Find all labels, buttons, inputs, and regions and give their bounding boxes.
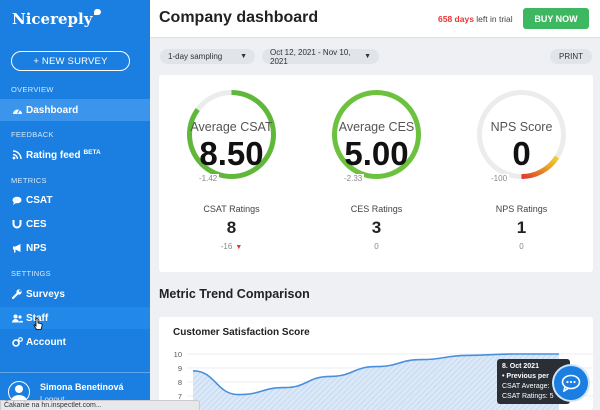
metrics-card: Average CSAT 8.50 -1.42 CSAT Ratings 8 -… (159, 75, 593, 272)
buy-now-button[interactable]: BUY NOW (523, 8, 589, 29)
y-tick-label: 7 (177, 392, 182, 401)
ratings-delta: 0 (519, 242, 524, 251)
wrench-icon (11, 289, 23, 300)
ces-gauge (332, 90, 421, 179)
bullhorn-icon (11, 243, 23, 254)
sidebar-item-csat[interactable]: CSAT (0, 189, 150, 211)
date-range-value: Oct 12, 2021 - Nov 10, 2021 (270, 47, 351, 66)
sidebar-item-label: Account (26, 336, 66, 348)
new-survey-button[interactable]: + NEW SURVEY (11, 51, 130, 71)
browser-status-bar: Čakanie na hn.inspectlet.com... (0, 400, 200, 410)
sidebar-item-staff[interactable]: Staff (0, 307, 150, 329)
y-tick-label: 8 (177, 378, 182, 387)
metric-value: 5.00 (344, 135, 409, 172)
logout-link[interactable]: Logout (40, 395, 64, 404)
sidebar-item-label: Surveys (26, 288, 65, 300)
nps-gauge (477, 90, 566, 180)
chevron-down-icon: ▼ (240, 53, 247, 60)
series-line (192, 353, 559, 396)
chat-button[interactable] (554, 366, 588, 400)
trial-suffix: left in trial (473, 14, 513, 24)
user-name: Simona Benetinová (40, 382, 124, 392)
chevron-down-icon: ▼ (364, 53, 371, 60)
magnet-icon (11, 219, 23, 230)
ratings-value: 3 (371, 218, 382, 237)
section-settings: SETTINGS (11, 269, 51, 278)
sampling-value: 1-day sampling (168, 52, 223, 61)
metric-title: Average CES (338, 120, 415, 134)
triangle-down-icon: ▼ (235, 244, 243, 251)
metric-nps[interactable]: NPS Score 0 -100 NPS Ratings 1 0 (449, 75, 594, 272)
sidebar-item-label: CES (26, 218, 47, 230)
speedometer-icon (11, 105, 23, 116)
metric-title: Average CSAT (190, 120, 273, 134)
rss-icon (11, 150, 23, 161)
csat-gauge (187, 90, 276, 179)
delta-value: -16 (220, 242, 233, 251)
metric-csat[interactable]: Average CSAT 8.50 -1.42 CSAT Ratings 8 -… (159, 75, 304, 272)
metric-value: 0 (512, 135, 531, 172)
gears-icon (11, 337, 23, 348)
page-title: Company dashboard (159, 9, 319, 26)
ratings-value: 1 (516, 218, 527, 237)
metric-min-label: -100 (489, 174, 510, 183)
section-feedback: FEEDBACK (11, 130, 54, 139)
date-range-select[interactable]: Oct 12, 2021 - Nov 10, 2021 ▼ (262, 47, 379, 66)
sidebar-item-label: CSAT (26, 194, 53, 206)
tooltip-line: CSAT Ratings: 5 (502, 393, 554, 400)
section-title: Metric Trend Comparison (159, 287, 310, 301)
logo-text: Nicereply (12, 10, 93, 28)
sidebar-item-label: NPS (26, 242, 47, 254)
top-header: Company dashboard 658 days left in trial… (150, 0, 600, 38)
trial-notice: 658 days left in trial (438, 14, 513, 24)
sampling-select[interactable]: 1-day sampling ▼ (160, 49, 255, 64)
sidebar-item-rating-feed[interactable]: Rating feed BETA (0, 144, 150, 166)
metric-min-label: -2.33 (342, 174, 365, 183)
print-button[interactable]: PRINT (550, 49, 592, 64)
ratings-label: CSAT Ratings (203, 204, 260, 214)
chat-bubble-icon (561, 374, 581, 392)
sidebar-item-ces[interactable]: CES (0, 213, 150, 235)
section-metrics: METRICS (11, 176, 47, 185)
metric-ces[interactable]: Average CES 5.00 -2.33 CES Ratings 3 0 (304, 75, 449, 272)
series-area (193, 354, 559, 410)
ratings-delta: 0 (374, 242, 379, 251)
sidebar-item-label: Dashboard (26, 104, 79, 116)
sidebar-item-label: Staff (26, 312, 49, 324)
sidebar: Nicereply + NEW SURVEY OVERVIEW Dashboar… (0, 0, 150, 410)
ratings-label: CES Ratings (350, 204, 403, 214)
logo[interactable]: Nicereply (0, 0, 150, 38)
tooltip-line: CSAT Average: (502, 383, 550, 390)
section-overview: OVERVIEW (11, 85, 54, 94)
y-tick-label: 10 (173, 350, 182, 359)
y-tick-label: 9 (177, 364, 182, 373)
metric-title: NPS Score (490, 120, 553, 134)
tooltip-heading: • Previous per (502, 373, 549, 380)
chart-title: Customer Satisfaction Score (173, 327, 310, 338)
sidebar-item-label: Rating feed (26, 149, 81, 161)
ratings-label: NPS Ratings (495, 204, 548, 214)
logo-bubble-icon (94, 9, 102, 15)
sidebar-item-account[interactable]: Account (0, 331, 150, 353)
metric-min-label: -1.42 (197, 174, 220, 183)
users-icon (11, 313, 23, 324)
sidebar-item-nps[interactable]: NPS (0, 237, 150, 259)
sidebar-item-surveys[interactable]: Surveys (0, 283, 150, 305)
beta-badge: BETA (83, 148, 101, 156)
sidebar-item-dashboard[interactable]: Dashboard (0, 99, 150, 121)
metric-value: 8.50 (199, 135, 264, 172)
tooltip-date: 8. Oct 2021 (502, 363, 539, 370)
trial-days: 658 days (438, 14, 474, 24)
chat-bubble-icon (11, 195, 23, 206)
ratings-value: 8 (226, 218, 237, 237)
ratings-delta: -16 ▼ (159, 242, 304, 251)
hand-cursor-icon (33, 318, 43, 330)
